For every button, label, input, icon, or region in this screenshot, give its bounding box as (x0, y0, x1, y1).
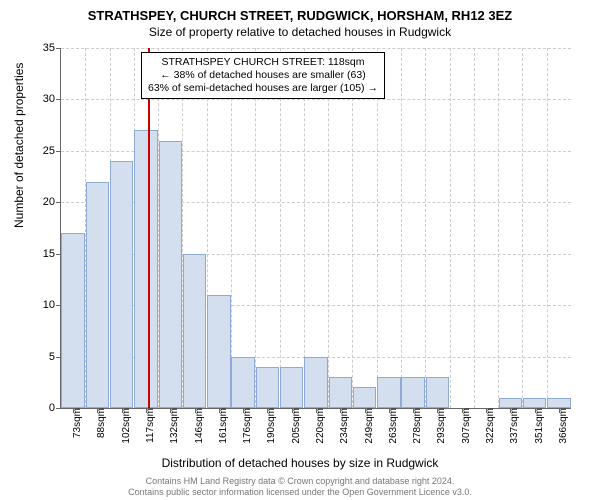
x-tick-label: 234sqm (335, 408, 350, 444)
histogram-bar (159, 141, 182, 408)
histogram-bar (134, 130, 157, 408)
histogram-bar (547, 398, 570, 408)
annotation-box: STRATHSPEY CHURCH STREET: 118sqm ← 38% o… (141, 52, 385, 99)
histogram-bar (426, 377, 449, 408)
plot-area: STRATHSPEY CHURCH STREET: 118sqm ← 38% o… (60, 48, 571, 409)
annotation-line-3: 63% of semi-detached houses are larger (… (148, 82, 378, 95)
histogram-bar (353, 387, 376, 408)
footer-line-2: Contains public sector information licen… (0, 487, 600, 498)
histogram-bar (377, 377, 400, 408)
annotation-line-2: ← 38% of detached houses are smaller (63… (148, 69, 378, 82)
x-tick-label: 337sqm (505, 408, 520, 444)
histogram-bar (499, 398, 522, 408)
marker-line (148, 48, 150, 408)
histogram-bar (110, 161, 133, 408)
histogram-bar (304, 357, 327, 408)
x-tick-label: 220sqm (311, 408, 326, 444)
histogram-bar (183, 254, 206, 408)
footer: Contains HM Land Registry data © Crown c… (0, 476, 600, 498)
histogram-bar (61, 233, 84, 408)
x-tick-label: 263sqm (384, 408, 399, 444)
x-tick-label: 146sqm (190, 408, 205, 444)
x-tick-label: 351sqm (530, 408, 545, 444)
x-tick-label: 88sqm (92, 408, 107, 438)
x-tick-label: 102sqm (117, 408, 132, 444)
histogram-bar (280, 367, 303, 408)
histogram-bar (329, 377, 352, 408)
x-axis-label: Distribution of detached houses by size … (0, 456, 600, 470)
x-tick-label: 322sqm (481, 408, 496, 444)
x-tick-label: 249sqm (360, 408, 375, 444)
x-tick-label: 176sqm (238, 408, 253, 444)
x-tick-label: 117sqm (141, 408, 156, 443)
footer-line-1: Contains HM Land Registry data © Crown c… (0, 476, 600, 487)
x-tick-label: 366sqm (554, 408, 569, 444)
bars-layer (61, 48, 571, 408)
histogram-bar (256, 367, 279, 408)
histogram-bar (523, 398, 546, 408)
histogram-bar (86, 182, 109, 408)
annotation-line-1: STRATHSPEY CHURCH STREET: 118sqm (148, 56, 378, 69)
x-tick-label: 190sqm (262, 408, 277, 444)
x-tick-label: 132sqm (165, 408, 180, 444)
histogram-bar (401, 377, 424, 408)
x-tick-label: 307sqm (457, 408, 472, 444)
y-axis-label: Number of detached properties (12, 63, 26, 228)
x-tick-label: 278sqm (408, 408, 423, 444)
chart-container: STRATHSPEY, CHURCH STREET, RUDGWICK, HOR… (0, 0, 600, 500)
histogram-bar (207, 295, 230, 408)
x-tick-label: 73sqm (68, 408, 83, 438)
x-tick-label: 293sqm (432, 408, 447, 444)
chart-subtitle: Size of property relative to detached ho… (0, 23, 600, 39)
x-tick-label: 161sqm (214, 408, 229, 444)
histogram-bar (231, 357, 254, 408)
chart-title: STRATHSPEY, CHURCH STREET, RUDGWICK, HOR… (0, 0, 600, 23)
x-tick-label: 205sqm (287, 408, 302, 444)
